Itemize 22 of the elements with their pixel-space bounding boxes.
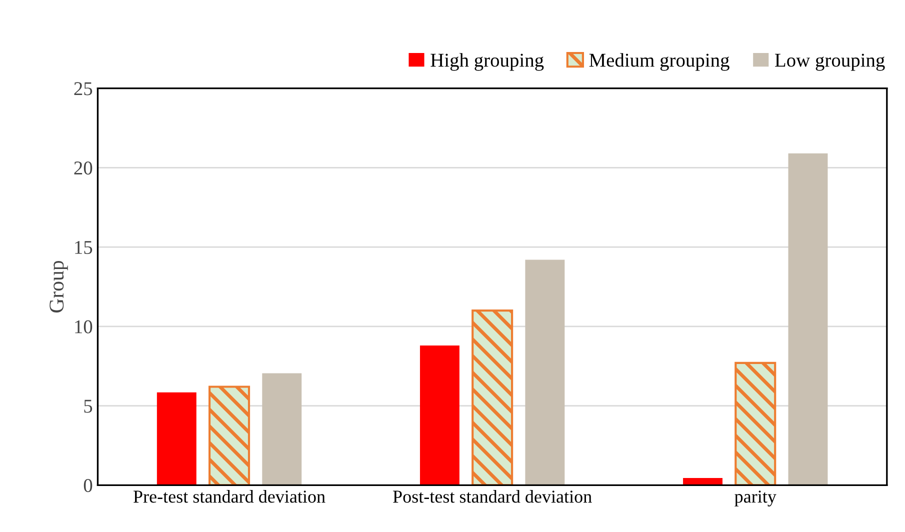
y-tick-label: 10 — [75, 320, 92, 334]
legend-label: Medium grouping — [589, 53, 730, 71]
y-tick-label: 25 — [74, 82, 92, 96]
bar — [788, 153, 828, 486]
bar — [420, 345, 460, 486]
bar — [525, 260, 565, 486]
y-tick-label: 20 — [74, 162, 92, 175]
y-tick-label: 5 — [84, 400, 92, 413]
x-tick-label: Pre-test standard deviation — [134, 490, 326, 503]
y-tick-label: 15 — [75, 240, 92, 254]
bar — [734, 362, 776, 486]
y-tick-label: 0 — [84, 479, 92, 492]
x-tick-label: parity — [734, 490, 776, 506]
bar — [208, 386, 250, 486]
y-axis-title: Group — [50, 260, 68, 313]
bar — [472, 310, 514, 486]
legend-label: High grouping — [430, 53, 544, 71]
bar — [262, 373, 302, 486]
legend-label: Low grouping — [775, 54, 885, 71]
bar — [156, 392, 196, 486]
x-tick-label: Post-test standard deviation — [393, 490, 592, 503]
bar — [683, 478, 722, 486]
